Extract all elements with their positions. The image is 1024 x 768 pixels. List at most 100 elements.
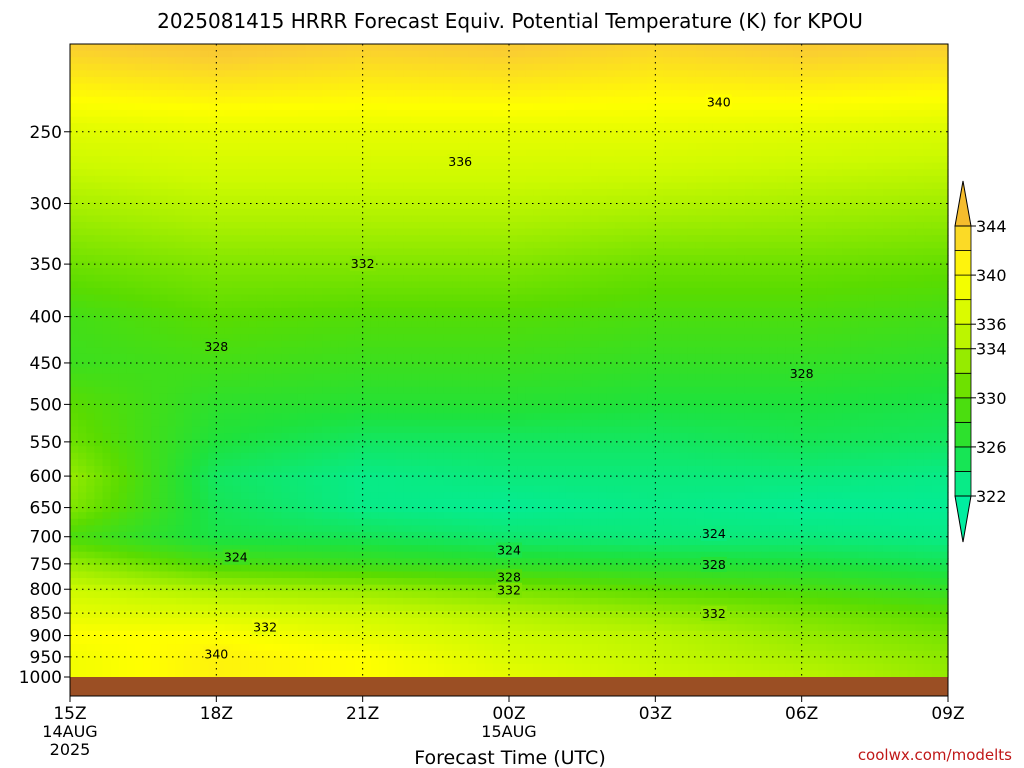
field-cell bbox=[78, 182, 87, 190]
field-cell bbox=[939, 123, 949, 131]
field-cell bbox=[167, 109, 177, 118]
field-cell bbox=[549, 182, 559, 190]
field-cell bbox=[704, 136, 713, 144]
field-cell bbox=[541, 208, 551, 217]
field-cell bbox=[126, 287, 136, 296]
field-cell bbox=[826, 90, 835, 98]
field-cell bbox=[606, 57, 616, 65]
field-cell bbox=[126, 162, 136, 170]
field-cell bbox=[541, 123, 551, 131]
field-cell bbox=[793, 274, 803, 282]
field-cell bbox=[663, 248, 673, 256]
field-cell bbox=[517, 189, 526, 197]
field-cell bbox=[874, 70, 884, 78]
field-cell bbox=[525, 314, 534, 322]
field-cell bbox=[118, 314, 128, 322]
field-cell bbox=[687, 169, 697, 177]
field-cell bbox=[533, 202, 543, 210]
field-cell bbox=[923, 123, 933, 131]
field-cell bbox=[720, 301, 730, 309]
field-cell bbox=[232, 334, 242, 342]
field-cell bbox=[305, 320, 315, 329]
field-cell bbox=[256, 169, 266, 177]
field-cell bbox=[630, 235, 640, 243]
field-cell bbox=[842, 261, 852, 269]
field-cell bbox=[574, 320, 583, 329]
field-cell bbox=[793, 83, 803, 91]
field-cell bbox=[728, 340, 738, 348]
field-cell bbox=[712, 281, 721, 289]
field-cell bbox=[102, 202, 112, 210]
field-cell bbox=[500, 228, 510, 236]
field-cell bbox=[509, 116, 518, 124]
field-cell bbox=[492, 215, 502, 223]
field-cell bbox=[468, 136, 478, 144]
field-cell bbox=[224, 314, 234, 322]
field-cell bbox=[834, 228, 843, 236]
field-cell bbox=[687, 248, 697, 256]
field-cell bbox=[850, 307, 860, 315]
field-cell bbox=[70, 96, 79, 104]
field-cell bbox=[882, 175, 892, 184]
field-cell bbox=[86, 90, 95, 98]
field-cell bbox=[118, 129, 128, 137]
field-cell bbox=[704, 241, 713, 249]
field-cell bbox=[395, 76, 404, 85]
field-cell bbox=[362, 103, 372, 111]
field-cell bbox=[289, 208, 299, 217]
field-cell bbox=[143, 334, 152, 342]
field-cell bbox=[923, 116, 933, 124]
field-cell bbox=[817, 274, 827, 282]
field-cell bbox=[435, 301, 445, 309]
field-cell bbox=[297, 268, 307, 276]
field-cell bbox=[565, 281, 575, 289]
field-cell bbox=[419, 235, 429, 243]
field-cell bbox=[248, 202, 258, 210]
field-cell bbox=[395, 70, 404, 78]
field-cell bbox=[70, 90, 79, 98]
field-cell bbox=[549, 241, 559, 249]
field-cell bbox=[728, 70, 738, 78]
field-cell bbox=[663, 182, 673, 190]
field-cell bbox=[793, 241, 803, 249]
field-cell bbox=[370, 241, 380, 249]
field-cell bbox=[752, 182, 762, 190]
field-cell bbox=[492, 314, 502, 322]
field-cell bbox=[102, 268, 112, 276]
field-cell bbox=[663, 129, 673, 137]
field-cell bbox=[118, 274, 128, 282]
field-cell bbox=[744, 189, 754, 197]
field-cell bbox=[557, 169, 567, 177]
field-cell bbox=[834, 44, 843, 52]
field-cell bbox=[785, 96, 795, 104]
field-cell bbox=[606, 123, 616, 131]
field-cell bbox=[378, 301, 388, 309]
field-cell bbox=[533, 109, 543, 118]
field-cell bbox=[403, 76, 413, 85]
field-cell bbox=[484, 268, 494, 276]
field-cell bbox=[126, 268, 136, 276]
field-cell bbox=[346, 189, 356, 197]
field-cell bbox=[598, 109, 608, 118]
field-cell bbox=[663, 162, 673, 170]
field-cell bbox=[362, 195, 372, 203]
field-cell bbox=[500, 195, 510, 203]
field-cell bbox=[427, 314, 437, 322]
field-cell bbox=[882, 268, 892, 276]
field-cell bbox=[923, 189, 933, 197]
field-cell bbox=[265, 340, 274, 348]
field-cell bbox=[785, 83, 795, 91]
field-cell bbox=[907, 44, 917, 52]
field-cell bbox=[102, 44, 112, 52]
field-cell bbox=[517, 294, 526, 302]
field-cell bbox=[484, 307, 494, 315]
field-cell bbox=[939, 109, 949, 118]
field-cell bbox=[598, 83, 608, 91]
field-cell bbox=[354, 63, 364, 71]
field-cell bbox=[411, 83, 421, 91]
field-cell bbox=[200, 136, 209, 144]
field-cell bbox=[378, 320, 388, 329]
field-cell bbox=[78, 44, 87, 52]
field-cell bbox=[330, 136, 339, 144]
field-cell bbox=[468, 96, 478, 104]
